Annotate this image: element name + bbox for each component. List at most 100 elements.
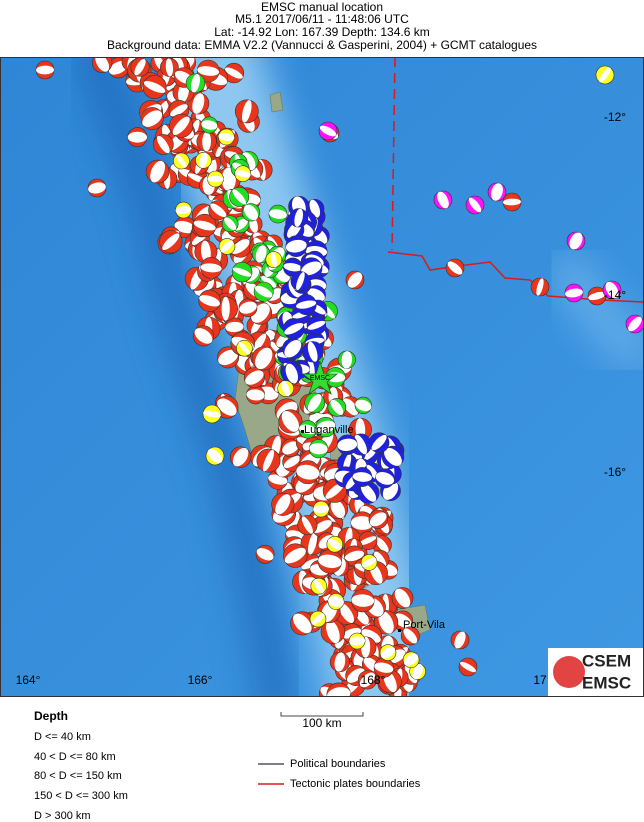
ball-lens <box>172 116 190 135</box>
focal-mechanism <box>445 258 465 278</box>
ball-lens <box>628 316 642 332</box>
focal-mechanism <box>159 230 183 254</box>
ball-lens <box>447 261 463 275</box>
ball-lens <box>246 389 265 401</box>
focal-mechanism <box>348 632 366 650</box>
ball-lens <box>378 611 394 634</box>
focal-mechanism <box>229 446 252 468</box>
logo-globe <box>553 656 585 688</box>
focal-mechanism <box>326 682 351 697</box>
ball-lens <box>270 251 277 268</box>
ball-lens <box>218 349 239 366</box>
ball-lens <box>95 57 110 72</box>
focal-mechanism <box>208 200 229 221</box>
focal-mechanism <box>187 92 210 115</box>
focal-mechanism <box>302 341 324 363</box>
ball-lens <box>217 398 237 416</box>
header-line: Background data: EMMA V2.2 (Vannucci & G… <box>107 38 537 52</box>
focal-mechanism <box>368 432 390 453</box>
ball-lens <box>588 291 606 301</box>
logo-text: EMSC <box>582 673 631 692</box>
focal-mechanism <box>352 467 373 487</box>
ball-lens <box>352 472 372 482</box>
focal-mechanism <box>465 195 485 215</box>
focal-mechanism <box>290 271 311 291</box>
focal-mechanism <box>450 630 470 650</box>
ball-lens <box>255 245 267 263</box>
ball-lens <box>403 628 418 644</box>
ball-lens <box>536 278 544 296</box>
focal-mechanism <box>281 362 303 385</box>
legend-depth: 150 < D <= 300 km <box>34 790 128 802</box>
ball-lens <box>361 629 381 643</box>
ball-lens <box>234 170 251 178</box>
island <box>269 91 284 113</box>
focal-mechanism <box>218 238 236 255</box>
ball-lens <box>384 447 402 466</box>
focal-mechanism <box>169 113 194 138</box>
ball-lens <box>460 661 476 673</box>
focal-mechanism <box>215 395 239 419</box>
focal-mechanism <box>372 535 392 555</box>
ball-lens <box>454 631 466 649</box>
focal-mechanism <box>326 535 344 553</box>
focal-mechanism <box>350 511 374 535</box>
focal-mechanism <box>290 611 315 636</box>
ball-lens <box>256 548 274 561</box>
ball-lens <box>503 198 521 206</box>
focal-mechanism <box>283 318 305 340</box>
ball-lens <box>285 363 298 384</box>
focal-mechanism <box>402 651 420 669</box>
focal-mechanism <box>243 367 265 389</box>
focal-mechanisms <box>35 57 644 697</box>
focal-mechanism <box>231 261 253 283</box>
ball-lens <box>355 399 372 412</box>
focal-mechanism <box>375 468 395 489</box>
ball-lens <box>192 93 205 114</box>
focal-mechanism <box>373 657 394 678</box>
focal-mechanism <box>142 75 167 99</box>
ball-lens <box>328 596 344 607</box>
focal-mechanism <box>202 404 222 424</box>
focal-mechanism <box>306 315 327 336</box>
legend-depth: 80 < D <= 150 km <box>34 770 122 782</box>
focal-mechanism <box>205 446 225 466</box>
ball-lens <box>36 65 54 75</box>
header: EMSC manual location M5.1 2017/06/11 - 1… <box>107 0 537 52</box>
graticule-labels: 164° 166° 168° 17 -12° -14° -16° <box>16 110 627 687</box>
ball-lens <box>283 262 302 272</box>
ball-lens <box>307 394 322 412</box>
focal-mechanism <box>140 107 164 131</box>
epicenter-label: EMSC <box>310 375 330 382</box>
focal-mechanism <box>566 231 586 251</box>
focal-mechanism <box>198 289 221 312</box>
focal-mechanism <box>295 294 317 316</box>
ball-lens <box>318 554 342 568</box>
focal-mechanism <box>200 116 218 134</box>
ball-lens <box>381 646 395 659</box>
focal-mechanism <box>309 610 327 628</box>
ball-lens <box>243 204 259 221</box>
ball-lens <box>491 183 503 201</box>
focal-mechanism <box>345 270 365 290</box>
focal-mechanism <box>300 257 323 280</box>
ball-lens <box>337 438 358 451</box>
ball-lens <box>369 512 387 527</box>
shelf <box>543 248 644 375</box>
ball-lens <box>281 410 300 432</box>
focal-mechanism <box>236 339 253 357</box>
ball-lens <box>341 351 353 369</box>
ball-lens <box>170 104 188 117</box>
ball-lens <box>301 516 313 534</box>
ball-lens <box>285 239 307 253</box>
ball-lens <box>199 152 208 169</box>
ball-lens <box>203 410 221 418</box>
ball-lens <box>349 636 366 646</box>
focal-mechanism <box>337 350 356 369</box>
ball-lens <box>251 333 267 353</box>
focal-mechanism <box>255 544 275 564</box>
focal-mechanism <box>400 626 420 646</box>
focal-mechanism <box>530 277 550 297</box>
ball-lens <box>232 267 252 277</box>
ball-lens <box>165 58 174 77</box>
